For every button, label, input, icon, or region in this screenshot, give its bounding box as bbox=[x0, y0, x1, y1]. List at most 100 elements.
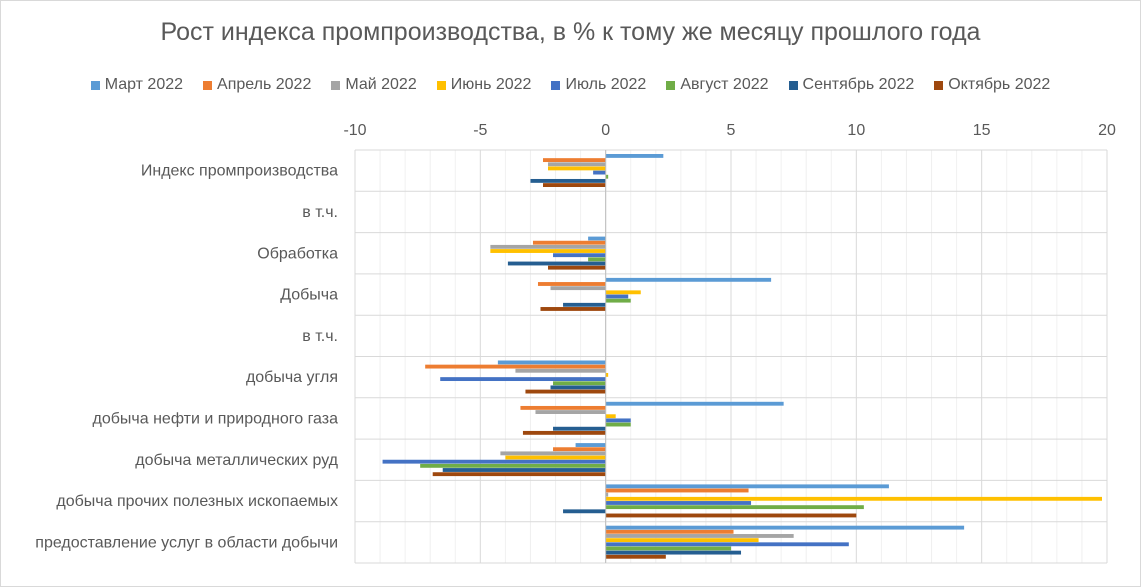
bar bbox=[550, 385, 606, 390]
category-label: в т.ч. bbox=[302, 328, 338, 345]
legend-item: Август 2022 bbox=[666, 76, 769, 94]
bar bbox=[500, 451, 606, 456]
category-label: добыча угля bbox=[246, 369, 338, 386]
legend-item: Июль 2022 bbox=[551, 76, 646, 94]
bar bbox=[490, 244, 606, 249]
bar bbox=[605, 154, 664, 158]
x-tick-label: 20 bbox=[1098, 122, 1116, 139]
bar bbox=[535, 410, 606, 414]
bar bbox=[605, 550, 742, 555]
bar bbox=[605, 422, 631, 427]
bar bbox=[432, 472, 606, 477]
bar bbox=[442, 468, 606, 472]
category-label: добыча нефти и природного газа bbox=[93, 410, 339, 427]
bar bbox=[490, 249, 606, 253]
chart-title: Рост индекса промпроизводства, в % к том… bbox=[160, 18, 981, 46]
bar bbox=[550, 286, 606, 291]
bar bbox=[530, 178, 606, 183]
legend-swatch bbox=[436, 80, 446, 90]
bar bbox=[605, 546, 731, 551]
category-label: Индекс промпроизводства bbox=[141, 163, 338, 180]
legend-item: Октябрь 2022 bbox=[934, 76, 1050, 94]
bar bbox=[553, 253, 606, 258]
bar bbox=[548, 265, 606, 270]
bar bbox=[425, 364, 606, 369]
bar bbox=[543, 183, 606, 187]
bar bbox=[553, 426, 606, 431]
bar bbox=[548, 162, 606, 167]
bar bbox=[605, 401, 784, 406]
legend-item: Май 2022 bbox=[331, 76, 417, 94]
bar bbox=[605, 484, 889, 489]
bar bbox=[543, 158, 606, 163]
bar bbox=[605, 529, 734, 534]
category-label: добыча прочих полезных ископаемых bbox=[56, 493, 338, 510]
bar bbox=[605, 492, 609, 497]
legend-label: Июль 2022 bbox=[565, 76, 647, 93]
bar bbox=[605, 513, 857, 518]
bar bbox=[520, 405, 606, 410]
bar bbox=[605, 298, 631, 303]
legend-swatch bbox=[90, 80, 100, 90]
bar bbox=[605, 290, 641, 295]
bar bbox=[537, 282, 606, 286]
bar bbox=[515, 368, 606, 373]
bar bbox=[605, 534, 794, 538]
legend-label: Октябрь 2022 bbox=[948, 76, 1051, 93]
legend-label: Июнь 2022 bbox=[450, 76, 532, 93]
bar bbox=[532, 240, 606, 245]
bar bbox=[553, 447, 606, 452]
x-tick-label: 0 bbox=[601, 122, 610, 139]
bar bbox=[505, 455, 606, 460]
bar bbox=[575, 443, 606, 447]
bar bbox=[553, 381, 606, 386]
legend-swatch bbox=[203, 80, 213, 90]
category-label: предоставление услуг в области добычи bbox=[35, 534, 338, 551]
legend: Март 2022 Апрель 2022 Май 2022 Июнь 2022 Июл… bbox=[0, 74, 1141, 96]
legend-item: Сентябрь 2022 bbox=[788, 76, 915, 94]
legend-label: Апрель 2022 bbox=[217, 76, 312, 93]
legend-swatch bbox=[666, 80, 676, 90]
bar bbox=[588, 257, 606, 262]
bar bbox=[563, 302, 606, 307]
legend-swatch bbox=[788, 80, 798, 90]
category-label: Добыча bbox=[280, 287, 338, 304]
bar bbox=[548, 166, 606, 171]
bar bbox=[540, 307, 606, 311]
bar bbox=[605, 501, 752, 505]
bar bbox=[522, 430, 606, 435]
bar bbox=[497, 360, 606, 365]
legend-swatch bbox=[934, 80, 944, 90]
bar bbox=[605, 294, 629, 299]
legend-label: Март 2022 bbox=[104, 76, 184, 93]
legend-label: Сентябрь 2022 bbox=[802, 76, 915, 93]
bar bbox=[507, 261, 606, 266]
bar bbox=[605, 372, 609, 377]
legend-swatch bbox=[551, 80, 561, 90]
bar bbox=[605, 414, 616, 419]
bar bbox=[605, 525, 965, 530]
bar bbox=[525, 389, 606, 394]
bar bbox=[588, 236, 606, 241]
bar bbox=[605, 488, 749, 493]
bar bbox=[605, 174, 609, 179]
bar bbox=[605, 496, 1102, 501]
x-tick-label: -10 bbox=[343, 122, 366, 139]
legend-item: Апрель 2022 bbox=[203, 76, 311, 94]
bar bbox=[382, 459, 606, 464]
bar bbox=[605, 505, 864, 510]
bar bbox=[593, 170, 606, 175]
legend-label: Август 2022 bbox=[680, 76, 769, 93]
x-tick-label: -5 bbox=[473, 122, 487, 139]
bar bbox=[420, 463, 606, 468]
category-label: добыча металлических руд bbox=[135, 452, 338, 469]
bar bbox=[605, 554, 666, 559]
bar bbox=[605, 277, 772, 282]
category-label: в т.ч. bbox=[302, 204, 338, 221]
bar bbox=[563, 509, 606, 514]
bar bbox=[605, 542, 849, 547]
legend-label: Май 2022 bbox=[345, 76, 417, 93]
category-label: Обработка bbox=[257, 245, 338, 262]
